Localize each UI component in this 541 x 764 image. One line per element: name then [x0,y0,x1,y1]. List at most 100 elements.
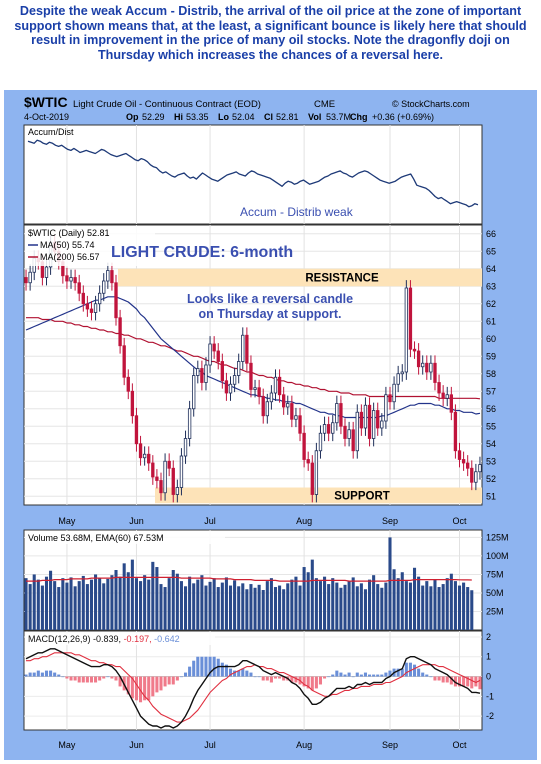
macd-histogram-bar [134,676,138,701]
candle-body [404,287,409,373]
symbol-label: $WTIC [24,94,68,110]
macd-histogram-bar [200,656,204,677]
close-label: Cl [264,112,273,122]
volume-bar [167,578,171,630]
macd-histogram-bar [77,676,81,683]
volume-bar [261,590,265,630]
macd-histogram-bar [118,676,122,687]
y-tick-label: 60 [486,334,496,344]
macd-histogram-bar [359,674,363,677]
y-tick-label: 25M [486,606,504,616]
candle-body [44,266,49,278]
macd-histogram-bar [151,676,155,697]
volume-bar [355,586,359,630]
candle-body [216,350,220,362]
y-tick-label: 58 [486,369,496,379]
y-tick-label: 64 [486,264,496,274]
volume-bar [421,585,425,630]
macd-histogram-bar [228,668,233,677]
chart-caption: Despite the weak Accum - Distrib, the ar… [14,4,527,62]
macd-histogram-bar [412,664,417,677]
candle-body [187,408,192,439]
volume-bar [224,577,228,630]
macd-histogram-bar [437,676,441,681]
candle-body [65,275,69,282]
candle-body [138,443,143,459]
volume-bar [77,581,81,630]
volume-bar [228,585,233,630]
volume-value: 53.7M [326,112,351,122]
volume-bar [335,582,339,630]
volume-bar [139,581,143,630]
macd-histogram-bar [216,658,220,677]
volume-bar [331,578,335,630]
support-label: SUPPORT [334,490,390,502]
macd-histogram-bar [314,676,318,689]
volume-bar [241,583,245,630]
candle-body [261,396,265,417]
macd-histogram-bar [278,676,282,679]
macd-histogram-bar [327,676,331,678]
macd-histogram-bar [28,672,32,677]
macd-histogram-bar [343,674,347,677]
macd-histogram-bar [130,676,134,699]
volume-bar [466,587,470,630]
candle-body [106,270,110,282]
candle-body [28,271,32,284]
macd-histogram-bar [449,676,453,685]
macd-histogram-bar [466,676,470,687]
x-tick-label: Sep [382,516,398,526]
volume-bar [441,584,445,630]
macd-histogram-bar [188,666,192,677]
volume-bar [265,581,269,630]
volume-bar [286,583,290,630]
volume-bar [372,575,376,630]
volume-bar [85,584,89,630]
volume-bar [433,579,437,630]
close-value: 52.81 [276,112,299,122]
macd-histogram-bar [290,676,294,683]
volume-bar [36,579,40,630]
candle-body [69,277,73,282]
volume-bar [28,584,32,630]
high-label: Hi [174,112,183,122]
volume-bar [384,582,388,630]
x-tick-label: Oct [453,740,468,750]
volume-ema-line [26,576,472,582]
resistance-zone [118,268,482,287]
candle-body [249,362,253,390]
y-tick-label: 55 [486,421,496,431]
macd-histogram-bar [32,672,36,677]
macd-histogram-bar [384,672,388,677]
candle-body [449,394,453,413]
exchange-label: CME [314,99,335,110]
macd-histogram-bar [323,676,327,679]
macd-histogram-bar [163,676,167,687]
volume-bar [40,585,44,630]
macd-histogram-bar [126,676,130,695]
macd-histogram-bar [114,676,118,681]
y-tick-label: 56 [486,404,496,414]
candle-body [269,392,274,403]
macd-histogram-bar [355,672,359,677]
macd-histogram-bar [196,656,200,677]
y-tick-label: 125M [486,532,509,542]
price-legend-box [25,226,155,266]
brand-label: © StockCharts.com [392,99,470,109]
volume-bar [339,587,343,630]
volume-bar [408,582,412,630]
macd-signal-line [26,652,481,723]
macd-histogram-bar [351,676,355,678]
macd-histogram-bar [249,672,253,677]
price-panel [23,224,483,506]
candle-body [376,410,380,429]
price-chart-title: LIGHT CRUDE: 6-month [111,244,293,261]
volume-bar [310,559,314,630]
macd-histogram-bar [306,676,310,689]
volume-bar [368,579,372,630]
candle-body [163,460,167,494]
volume-bar [147,579,151,630]
volume-bar [110,575,114,630]
candle-body [433,362,437,383]
volume-bar [163,587,167,630]
